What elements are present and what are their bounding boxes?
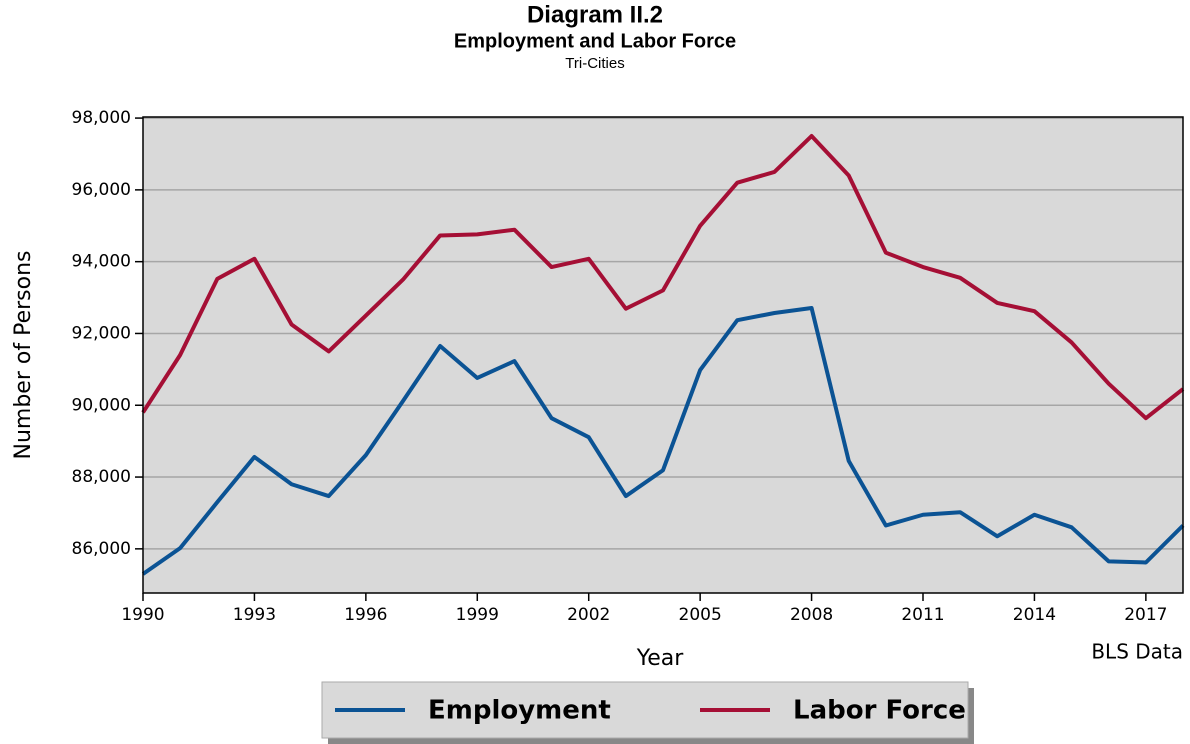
plot-area (143, 117, 1183, 593)
x-tick-label: 1996 (344, 605, 387, 625)
y-axis-label: Number of Persons (11, 251, 36, 460)
x-tick-label: 1999 (456, 605, 499, 625)
chart-title: Diagram II.2 (527, 1, 663, 28)
x-tick-label: 2017 (1124, 605, 1167, 625)
x-tick-label: 2005 (679, 605, 722, 625)
legend-label: Employment (428, 696, 611, 726)
legend-label: Labor Force (793, 696, 966, 726)
y-tick-label: 94,000 (72, 252, 131, 272)
y-tick-label: 92,000 (72, 323, 131, 343)
y-tick-label: 98,000 (72, 108, 131, 128)
x-tick-label: 1990 (121, 605, 164, 625)
x-axis-label: Year (636, 646, 685, 671)
y-tick-label: 96,000 (72, 180, 131, 200)
chart-subtitle: Employment and Labor Force (454, 30, 736, 52)
legend (321, 681, 969, 739)
y-tick-label: 86,000 (72, 539, 131, 559)
source: BLS Data (1091, 640, 1183, 664)
y-tick-label: 88,000 (72, 467, 131, 487)
series-line (141, 134, 1185, 421)
x-tick-label: 1993 (233, 605, 276, 625)
series-line (141, 305, 1185, 576)
x-tick-label: 2008 (790, 605, 833, 625)
y-tick-label: 90,000 (72, 395, 131, 415)
x-tick-label: 2014 (1013, 605, 1056, 625)
x-tick-label: 2002 (567, 605, 610, 625)
x-tick-label: 2011 (901, 605, 944, 625)
plot-frame (142, 116, 1184, 594)
chart-caption: Tri-Cities (565, 55, 624, 72)
